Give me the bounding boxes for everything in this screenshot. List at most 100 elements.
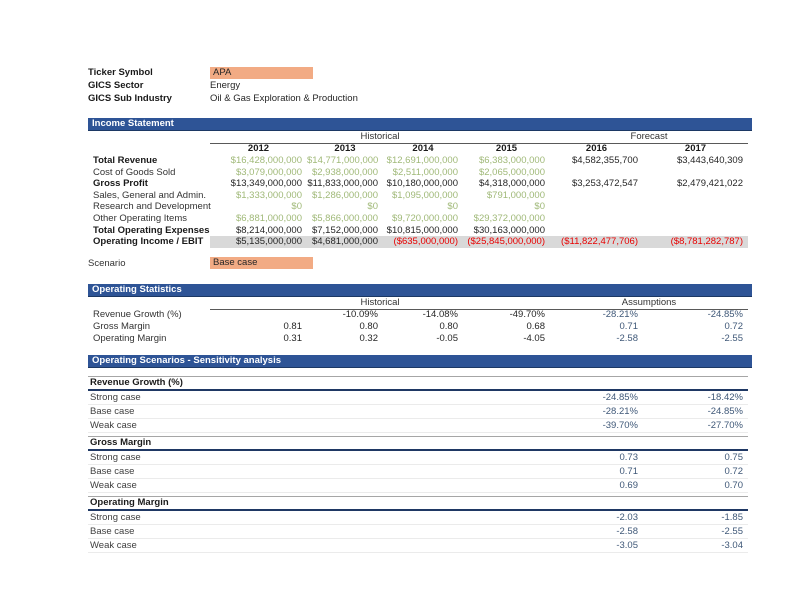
case-label[interactable]: Strong case [88,451,550,465]
value-cell-2016[interactable]: -2.58 [550,525,643,539]
value-cell[interactable]: $2,511,000,000 [392,166,458,178]
value-cell[interactable] [550,213,643,225]
case-label[interactable]: Base case [88,525,550,539]
value-cell[interactable]: 0.31 [283,333,303,344]
row-label[interactable]: Sales, General and Admin. [93,189,207,201]
value-cell[interactable]: $14,771,000,000 [307,155,379,166]
scenario-input-cell[interactable]: Base case [210,257,313,269]
case-label[interactable]: Base case [88,405,550,419]
row-label[interactable]: Operating Margin [93,333,167,344]
value-cell[interactable]: $7,152,000,000 [311,224,378,236]
value-cell[interactable]: -4.05 [523,333,545,344]
case-label[interactable]: Base case [88,465,550,479]
value-cell[interactable]: 0.81 [283,321,303,332]
value-cell[interactable]: ($25,845,000,000) [463,236,550,248]
value-cell[interactable]: $6,881,000,000 [235,212,302,224]
value-cell[interactable]: $4,582,355,700 [571,155,638,166]
value-cell[interactable]: $12,691,000,000 [386,155,458,166]
value-cell[interactable]: -49.70% [509,309,545,320]
case-label[interactable]: Strong case [88,511,550,525]
value-cell-2016[interactable]: 0.73 [550,451,643,465]
case-label[interactable]: Weak case [88,419,550,433]
value-cell[interactable]: $3,443,640,309 [676,155,743,166]
row-label[interactable]: Gross Profit [93,178,148,190]
value-cell[interactable]: $0 [291,201,302,213]
year-header[interactable]: 2017 [684,143,707,154]
row-label[interactable]: Revenue Growth (%) [93,309,182,320]
value-cell[interactable]: $9,720,000,000 [391,212,458,224]
case-label[interactable]: Weak case [88,539,550,553]
value-cell[interactable]: $1,286,000,000 [311,189,378,201]
value-cell-2017[interactable]: -2.55 [643,525,748,539]
value-cell[interactable]: $0 [534,201,545,213]
value-cell-2016[interactable]: -2.03 [550,511,643,525]
value-cell[interactable]: ($8,781,282,787) [643,236,748,248]
value-cell[interactable]: $0 [367,201,378,213]
row-label[interactable]: Gross Margin [93,321,151,332]
value-cell-2016[interactable]: -3.05 [550,539,643,553]
row-label[interactable]: Research and Development [93,201,211,213]
row-label[interactable]: Other Operating Items [93,212,187,224]
value-cell[interactable]: $16,428,000,000 [230,155,302,166]
value-cell[interactable]: $11,833,000,000 [307,178,378,190]
value-cell[interactable]: -28.21% [602,309,638,320]
value-cell[interactable]: -24.85% [707,309,743,320]
value-cell[interactable]: $3,253,472,547 [571,178,638,190]
value-cell-2017[interactable]: -27.70% [643,419,748,433]
value-cell[interactable] [643,167,748,179]
value-cell[interactable]: $5,866,000,000 [311,212,378,224]
value-cell[interactable]: -14.08% [422,309,458,320]
value-cell[interactable]: $2,065,000,000 [478,166,545,178]
value-cell-2017[interactable]: -18.42% [643,391,748,405]
year-header[interactable]: 2014 [412,143,434,154]
value-cell[interactable]: -10.09% [342,309,378,320]
year-header[interactable]: 2016 [585,143,608,154]
value-cell-2017[interactable]: 0.72 [643,465,748,479]
value-cell[interactable]: $1,333,000,000 [235,189,302,201]
value-cell[interactable]: $6,383,000,000 [478,155,545,166]
value-cell[interactable] [550,167,643,179]
value-cell[interactable]: $0 [447,201,458,213]
year-header[interactable]: 2013 [334,143,356,154]
value-cell[interactable] [643,225,748,237]
value-cell[interactable]: $8,214,000,000 [235,224,302,236]
case-label[interactable]: Strong case [88,391,550,405]
value-cell-2016[interactable]: 0.71 [550,465,643,479]
value-cell[interactable]: $2,938,000,000 [311,166,378,178]
value-cell[interactable]: -0.05 [436,333,458,344]
value-cell[interactable]: 0.71 [619,321,639,332]
value-cell[interactable]: $29,372,000,000 [473,212,545,224]
value-cell[interactable] [550,225,643,237]
value-cell-2017[interactable]: -1.85 [643,511,748,525]
value-cell-2016[interactable]: -24.85% [550,391,643,405]
value-cell[interactable]: 0.68 [526,321,546,332]
value-cell-2016[interactable]: -28.21% [550,405,643,419]
value-cell[interactable]: $4,318,000,000 [478,178,545,190]
value-cell-2017[interactable]: 0.70 [643,479,748,493]
value-cell[interactable]: ($11,822,477,706) [550,236,643,248]
value-cell[interactable]: $13,349,000,000 [230,178,302,190]
year-header[interactable]: 2015 [495,143,518,154]
value-cell-2017[interactable]: 0.75 [643,451,748,465]
value-cell[interactable]: -2.55 [721,333,743,344]
row-label[interactable]: Total Operating Expenses [93,224,210,236]
value-cell[interactable]: $10,180,000,000 [386,178,458,190]
case-label[interactable]: Weak case [88,479,550,493]
value-cell-2017[interactable]: -24.85% [643,405,748,419]
value-cell[interactable] [550,190,643,202]
value-cell[interactable]: $10,815,000,000 [386,224,458,236]
value-cell[interactable]: 0.80 [359,321,379,332]
value-cell[interactable]: ($635,000,000) [383,236,463,248]
value-cell[interactable]: $791,000,000 [486,189,545,201]
value-cell[interactable]: $1,095,000,000 [391,189,458,201]
row-label[interactable]: Cost of Goods Sold [93,166,176,178]
row-label[interactable]: Operating Income / EBIT [93,236,204,248]
value-cell[interactable] [643,201,748,213]
value-cell[interactable]: 0.32 [359,333,379,344]
value-cell[interactable]: 0.80 [439,321,459,332]
value-cell[interactable]: $4,681,000,000 [307,236,383,248]
value-cell[interactable]: 0.72 [724,321,744,332]
value-cell[interactable] [643,213,748,225]
value-cell-2016[interactable]: -39.70% [550,419,643,433]
value-cell-2016[interactable]: 0.69 [550,479,643,493]
